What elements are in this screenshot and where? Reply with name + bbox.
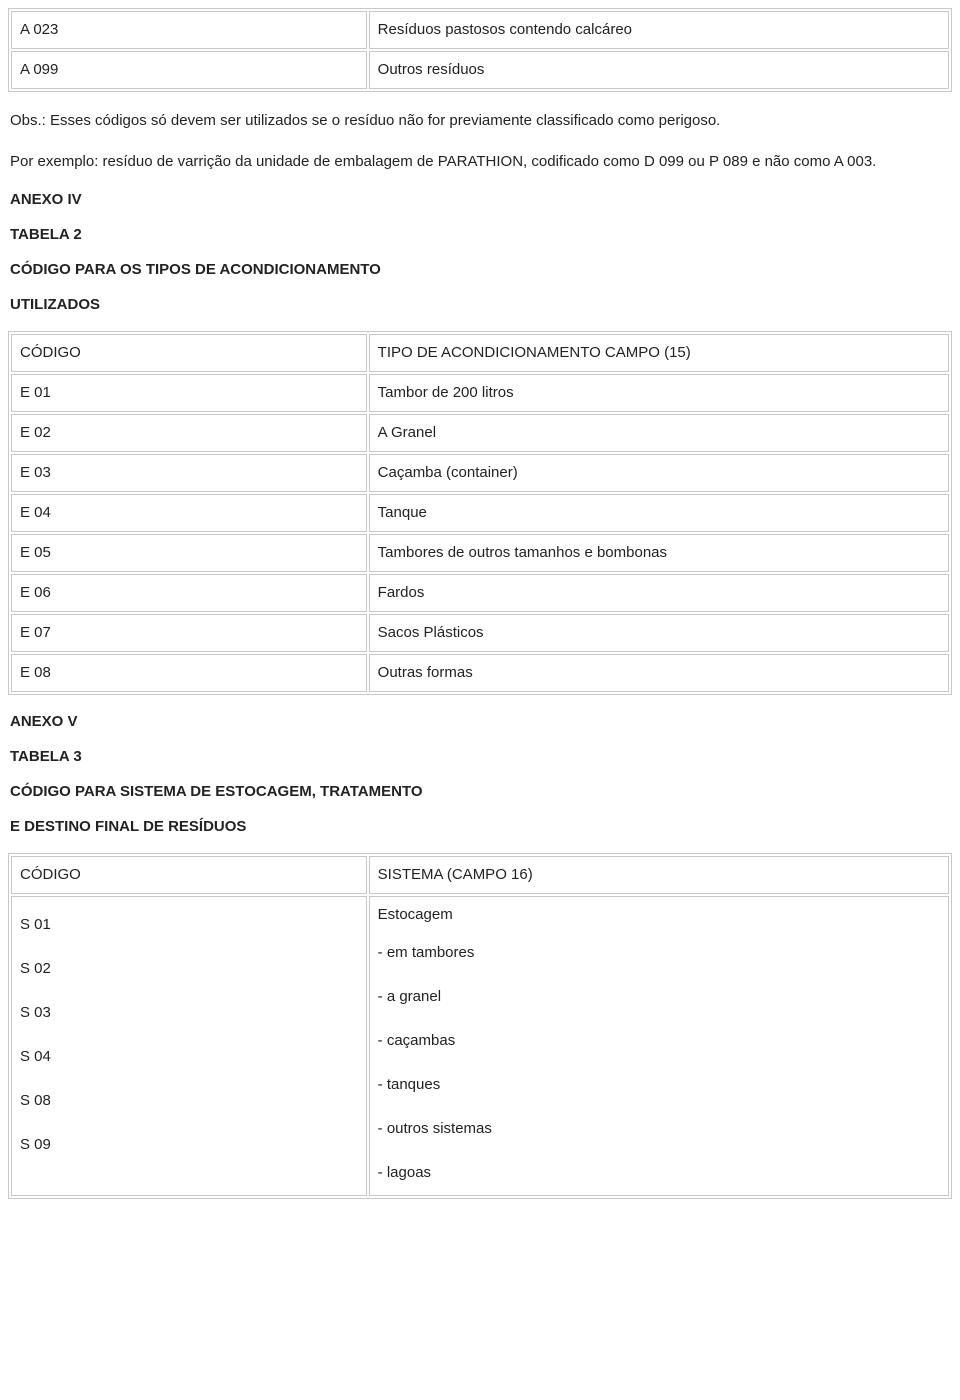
- cell-desc: Caçamba (container): [369, 454, 949, 492]
- anexo5-sub: E DESTINO FINAL DE RESÍDUOS: [10, 818, 950, 835]
- desc-item: - em tambores: [378, 941, 940, 965]
- cell-code: E 05: [11, 534, 367, 572]
- cell-code: A 023: [11, 11, 367, 49]
- desc-item: - outros sistemas: [378, 1117, 940, 1141]
- anexo4-heading: CÓDIGO PARA OS TIPOS DE ACONDICIONAMENTO: [10, 261, 950, 278]
- cell-code: A 099: [11, 51, 367, 89]
- code-item: S 08: [20, 1089, 358, 1113]
- cell-desc: Tambores de outros tamanhos e bombonas: [369, 534, 949, 572]
- code-item: S 01: [20, 913, 358, 937]
- cell-desc: Outras formas: [369, 654, 949, 692]
- anexo5-heading: CÓDIGO PARA SISTEMA DE ESTOCAGEM, TRATAM…: [10, 783, 950, 800]
- cell-desc: Tanque: [369, 494, 949, 532]
- group-label: Estocagem: [378, 903, 940, 927]
- exemplo-paragraph: Por exemplo: resíduo de varrição da unid…: [10, 151, 950, 174]
- code-item: S 02: [20, 957, 358, 981]
- cell-desc: Tambor de 200 litros: [369, 374, 949, 412]
- descs-cell: Estocagem - em tambores - a granel - caç…: [369, 896, 949, 1196]
- desc-item: - a granel: [378, 985, 940, 1009]
- cell-desc: Resíduos pastosos contendo calcáreo: [369, 11, 949, 49]
- desc-item: - caçambas: [378, 1029, 940, 1053]
- anexo5-tabela: TABELA 3: [10, 748, 950, 765]
- obs-paragraph: Obs.: Esses códigos só devem ser utiliza…: [10, 110, 950, 133]
- cell-desc: Sacos Plásticos: [369, 614, 949, 652]
- cell-code: E 03: [11, 454, 367, 492]
- anexo4-tabela: TABELA 2: [10, 226, 950, 243]
- cell-code: E 08: [11, 654, 367, 692]
- desc-item: - lagoas: [378, 1161, 940, 1185]
- anexo4-title: ANEXO IV: [10, 191, 950, 208]
- cell-code: E 02: [11, 414, 367, 452]
- cell-desc: Fardos: [369, 574, 949, 612]
- anexo4-sub: UTILIZADOS: [10, 296, 950, 313]
- table-anexo5: CÓDIGO SISTEMA (CAMPO 16) S 01 S 02 S 03…: [8, 853, 952, 1199]
- header-code: CÓDIGO: [11, 856, 367, 894]
- cell-desc: Outros resíduos: [369, 51, 949, 89]
- cell-code: E 04: [11, 494, 367, 532]
- codes-cell: S 01 S 02 S 03 S 04 S 08 S 09: [11, 896, 367, 1196]
- cell-desc: A Granel: [369, 414, 949, 452]
- header-code: CÓDIGO: [11, 334, 367, 372]
- code-item: S 04: [20, 1045, 358, 1069]
- table-anexo4: CÓDIGO TIPO DE ACONDICIONAMENTO CAMPO (1…: [8, 331, 952, 695]
- anexo5-title: ANEXO V: [10, 713, 950, 730]
- header-desc: TIPO DE ACONDICIONAMENTO CAMPO (15): [369, 334, 949, 372]
- cell-code: E 07: [11, 614, 367, 652]
- header-desc: SISTEMA (CAMPO 16): [369, 856, 949, 894]
- code-item: S 09: [20, 1133, 358, 1157]
- table-a-codes: A 023 Resíduos pastosos contendo calcáre…: [8, 8, 952, 92]
- cell-code: E 01: [11, 374, 367, 412]
- cell-code: E 06: [11, 574, 367, 612]
- code-item: S 03: [20, 1001, 358, 1025]
- desc-item: - tanques: [378, 1073, 940, 1097]
